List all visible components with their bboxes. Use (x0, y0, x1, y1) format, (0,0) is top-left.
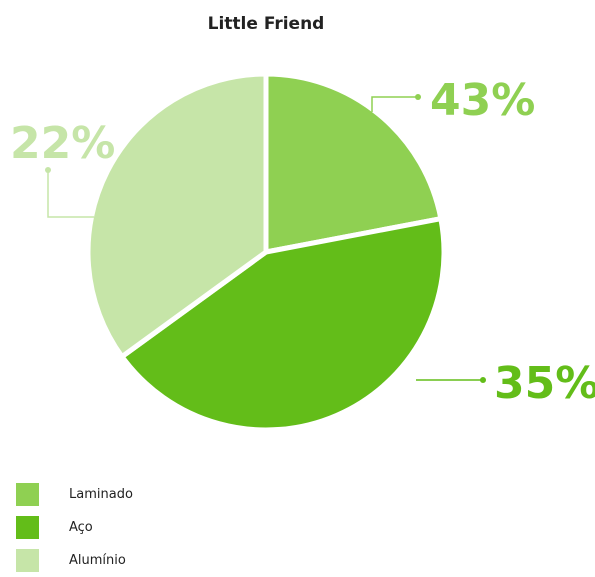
legend-swatch-aluminio (16, 549, 39, 572)
legend: Laminado Aço Alumínio (16, 478, 133, 577)
leader-line (371, 96, 418, 112)
legend-label: Aço (69, 520, 93, 535)
legend-item-aluminio: Alumínio (16, 544, 133, 577)
pie-chart: 43% 35% 22% (10, 71, 595, 433)
leader-dot (480, 377, 486, 383)
data-label-aço: 35% (494, 358, 595, 409)
legend-item-aco: Aço (16, 511, 133, 544)
data-label-alumínio: 22% (10, 118, 115, 169)
legend-swatch-laminado (16, 483, 39, 506)
leader-dot (415, 94, 421, 100)
legend-label: Alumínio (69, 553, 126, 568)
data-label-laminado: 43% (430, 75, 535, 126)
pie-slice-laminado (263, 71, 444, 256)
chart-title: Little Friend (207, 14, 325, 34)
legend-swatch-aco (16, 516, 39, 539)
pie-slice-alumínio (85, 71, 269, 361)
pie-slice-aço (118, 215, 447, 433)
leader-dot (45, 167, 51, 173)
leader-line (47, 170, 94, 218)
legend-item-laminado: Laminado (16, 478, 133, 511)
legend-label: Laminado (69, 487, 133, 502)
